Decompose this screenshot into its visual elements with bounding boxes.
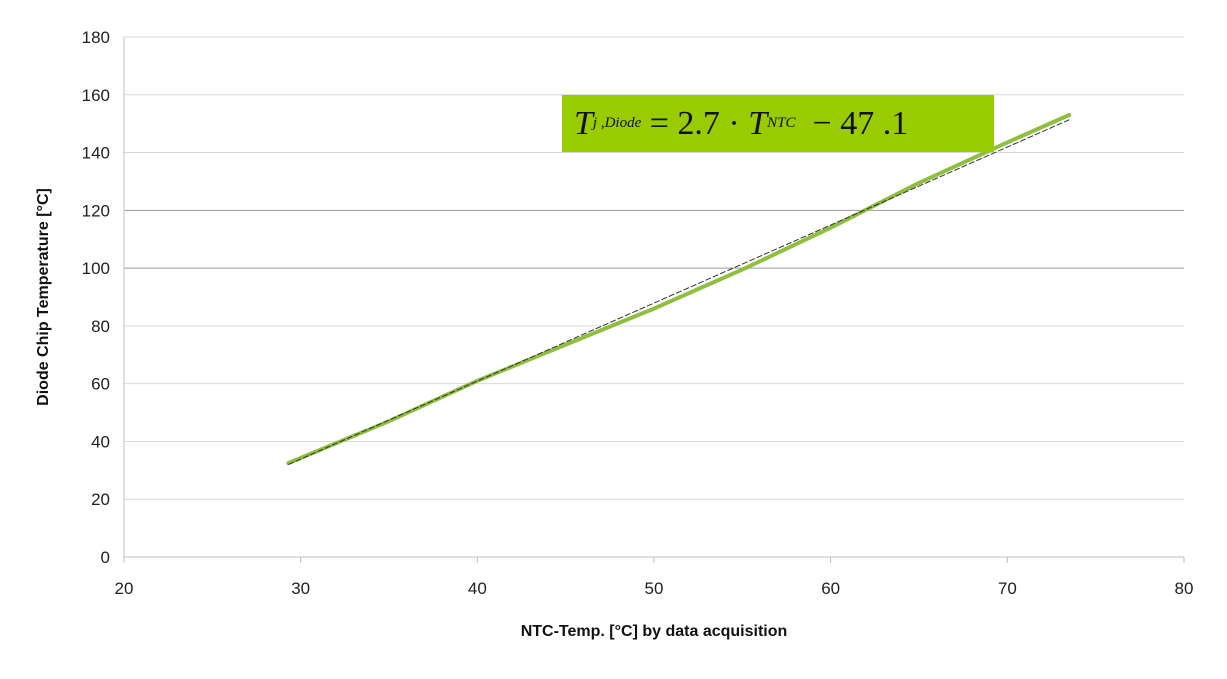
series xyxy=(286,113,1072,466)
x-tick-label: 60 xyxy=(821,579,840,598)
y-tick-label: 120 xyxy=(82,201,110,220)
x-tick-label: 80 xyxy=(1175,579,1194,598)
y-tick-label: 20 xyxy=(91,490,110,509)
x-tick-label: 20 xyxy=(115,579,134,598)
eq-mid: = 2.7 · xyxy=(641,104,749,142)
x-tick-label: 50 xyxy=(645,579,664,598)
y-tick-label: 80 xyxy=(91,317,110,336)
eq-lhs-sub: j ,Diode xyxy=(592,115,642,131)
fit-line xyxy=(288,119,1070,465)
y-tick-label: 140 xyxy=(82,144,110,163)
eq-var: T xyxy=(748,104,768,142)
y-axis-label: Diode Chip Temperature [°C] xyxy=(35,188,52,406)
x-tick-label: 40 xyxy=(468,579,487,598)
y-tick-label: 0 xyxy=(101,548,110,567)
axes xyxy=(123,37,1185,563)
y-tick-label: 100 xyxy=(82,259,110,278)
eq-var-sub: NTC xyxy=(767,115,796,131)
y-tick-label: 60 xyxy=(91,375,110,394)
x-tick-label: 30 xyxy=(291,579,310,598)
eq-lhs: T xyxy=(574,104,593,142)
measured-curve xyxy=(286,113,1072,466)
eq-rhs: − 47 .1 xyxy=(795,104,909,142)
x-axis-label: NTC-Temp. [°C] by data acquisition xyxy=(521,623,788,640)
tick-labels: 0 20 40 60 80 100 120 140 160 180 20 30 40 50 60 70 80 xyxy=(82,28,1194,598)
y-tick-label: 180 xyxy=(82,28,110,47)
y-tick-label: 40 xyxy=(91,432,110,451)
gridlines xyxy=(124,36,1184,500)
x-tick-label: 70 xyxy=(998,579,1017,598)
y-tick-label: 160 xyxy=(82,86,110,105)
